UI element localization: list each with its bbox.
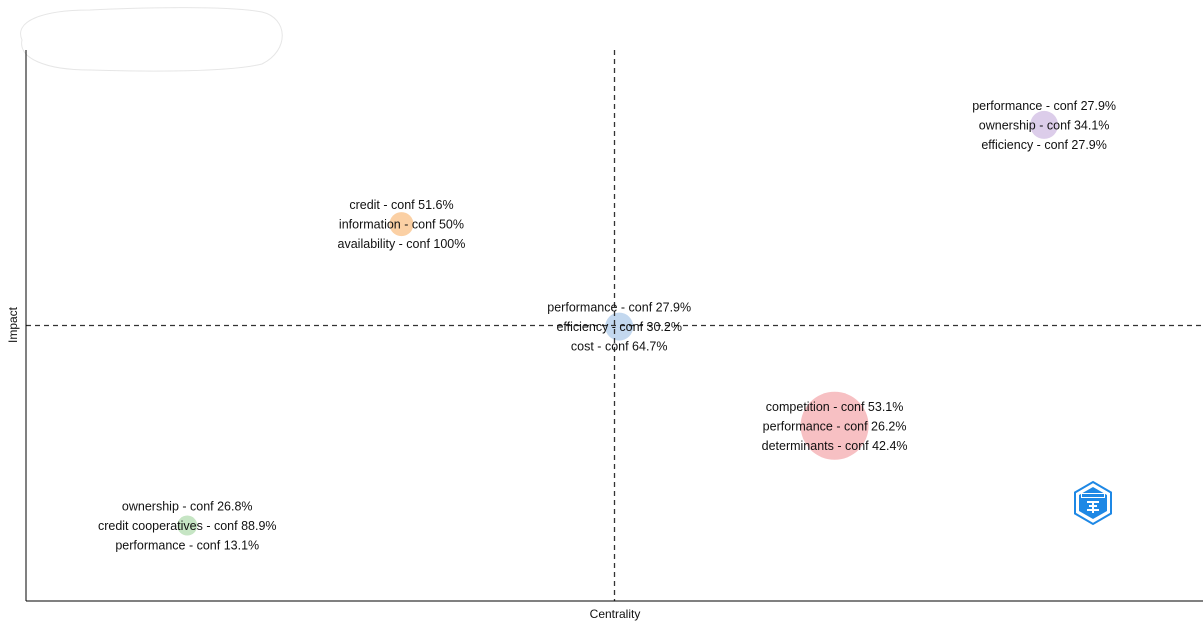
cluster-2-label-2: information - conf 50% bbox=[339, 218, 464, 232]
cluster-4-label-2: performance - conf 26.2% bbox=[763, 419, 907, 433]
cluster-1-label-2: credit cooperatives - conf 88.9% bbox=[98, 519, 277, 533]
x-axis-title: Centrality bbox=[590, 607, 641, 621]
cluster-5-label-2: ownership - conf 34.1% bbox=[979, 118, 1110, 132]
cluster-4-label-3: determinants - conf 42.4% bbox=[762, 439, 908, 453]
cluster-1-label-3: performance - conf 13.1% bbox=[115, 539, 259, 553]
cluster-3-label-2: efficiency - conf 30.2% bbox=[556, 320, 682, 334]
cluster-2-label-3: availability - conf 100% bbox=[338, 237, 466, 251]
cluster-3-label-1: performance - conf 27.9% bbox=[547, 301, 691, 315]
cluster-4-label-1: competition - conf 53.1% bbox=[766, 400, 904, 414]
cluster-5-label-1: performance - conf 27.9% bbox=[972, 99, 1116, 113]
y-axis-title: Impact bbox=[6, 306, 20, 343]
bibliometrix-logo-icon bbox=[1075, 482, 1111, 524]
cluster-3-label-3: cost - conf 64.7% bbox=[571, 340, 668, 354]
cluster-1-label-1: ownership - conf 26.8% bbox=[122, 500, 253, 514]
cluster-5-label-3: efficiency - conf 27.9% bbox=[981, 138, 1107, 152]
redacted-title-blob bbox=[21, 8, 283, 71]
cluster-2-label-1: credit - conf 51.6% bbox=[349, 198, 453, 212]
